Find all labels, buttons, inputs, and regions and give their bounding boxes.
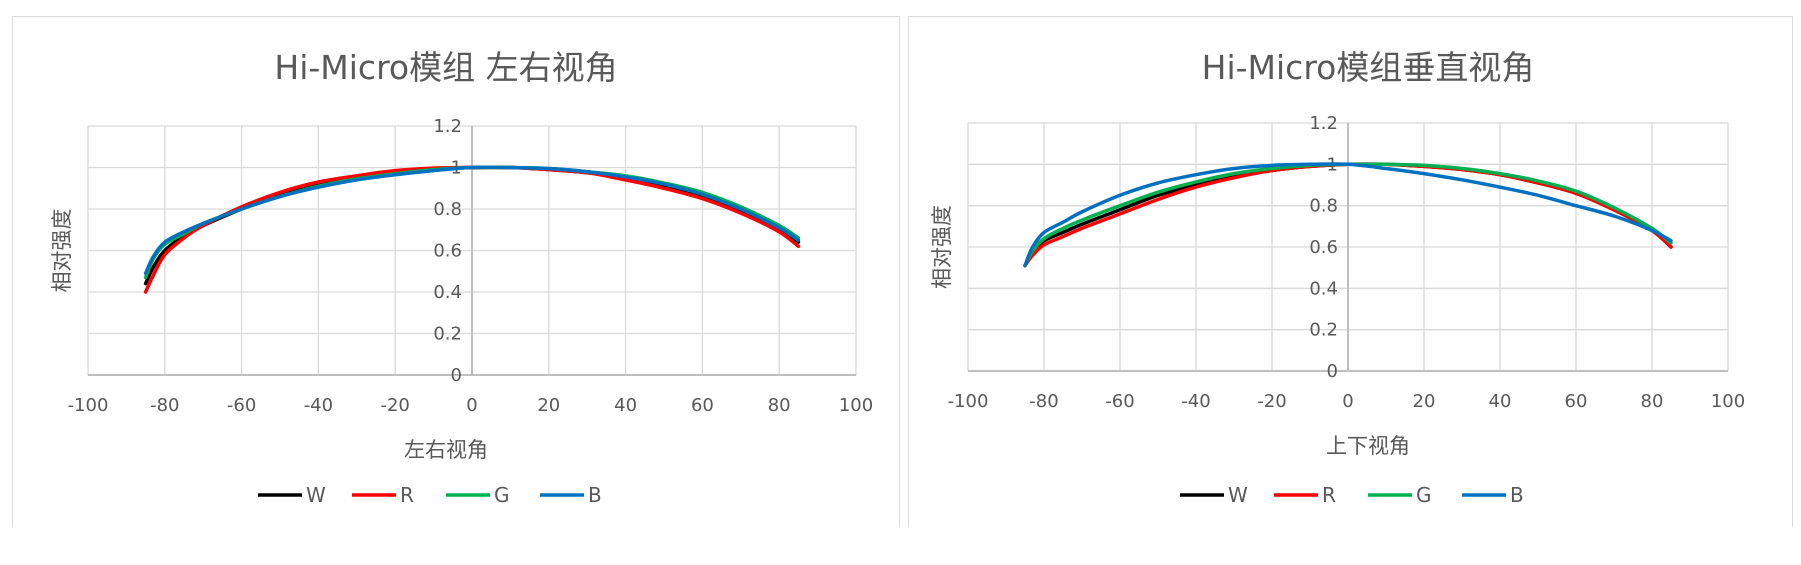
- x-tick-label: 20: [1413, 391, 1436, 412]
- y-tick-label: 0: [1327, 361, 1338, 382]
- x-tick-label: 100: [1711, 391, 1745, 412]
- chart-title: Hi-Micro模组 左右视角: [274, 48, 617, 87]
- legend-label-r: R: [1322, 483, 1336, 507]
- y-tick-label: 0: [451, 365, 462, 386]
- x-tick-label: -100: [68, 395, 109, 416]
- x-tick-label: 0: [466, 395, 477, 416]
- y-tick-label: 0.2: [433, 324, 462, 345]
- y-tick-label: 0.6: [433, 241, 462, 262]
- y-tick-label: 1.2: [1309, 113, 1338, 134]
- legend-label-g: G: [1416, 483, 1432, 507]
- legend-label-w: W: [1228, 483, 1248, 507]
- x-tick-label: 40: [1489, 391, 1512, 412]
- x-tick-label: -80: [1029, 391, 1058, 412]
- chart-title: Hi-Micro模组垂直视角: [1202, 48, 1535, 87]
- x-axis-title: 上下视角: [1326, 434, 1410, 458]
- x-tick-label: 80: [1641, 391, 1664, 412]
- y-tick-label: 0.2: [1309, 320, 1338, 341]
- x-tick-label: 80: [768, 395, 791, 416]
- x-tick-label: -40: [304, 395, 333, 416]
- y-axis-title: 相对强度: [930, 205, 954, 289]
- y-tick-label: 0.4: [433, 282, 462, 303]
- x-tick-label: -60: [1105, 391, 1134, 412]
- legend-label-w: W: [306, 483, 326, 507]
- x-tick-label: -20: [380, 395, 409, 416]
- x-tick-label: -40: [1181, 391, 1210, 412]
- x-tick-label: 100: [839, 395, 873, 416]
- y-axis-title: 相对强度: [50, 209, 74, 293]
- y-tick-label: 1.2: [433, 116, 462, 137]
- legend-label-b: B: [1510, 483, 1524, 507]
- x-tick-label: 20: [537, 395, 560, 416]
- chart-panel-left: Hi-Micro模组 左右视角 0 0.2 0.4 0.6 0.8 1 1.2 -100 -80-…: [12, 16, 900, 527]
- y-tick-label: 0.4: [1309, 278, 1338, 299]
- legend-label-r: R: [400, 483, 414, 507]
- chart-panel-right: Hi-Micro模组垂直视角 0 0.2 0.4 0.6 0.8 1 1.2 -100 -80 -6…: [908, 16, 1793, 527]
- legend-label-b: B: [588, 483, 602, 507]
- legend-label-g: G: [494, 483, 510, 507]
- x-tick-label: -100: [948, 391, 989, 412]
- series-line-b: [143, 165, 801, 276]
- x-tick-label: -80: [150, 395, 179, 416]
- x-axis-title: 左右视角: [404, 438, 488, 462]
- y-tick-label: 0.8: [1309, 196, 1338, 217]
- x-tick-label: 0: [1342, 391, 1353, 412]
- x-tick-label: 60: [1565, 391, 1588, 412]
- x-tick-label: 60: [691, 395, 714, 416]
- x-tick-label: -20: [1257, 391, 1286, 412]
- series-line-b: [1023, 162, 1673, 268]
- x-tick-label: 40: [614, 395, 637, 416]
- y-tick-label: 0.6: [1309, 237, 1338, 258]
- y-tick-label: 0.8: [433, 199, 462, 220]
- x-tick-label: -60: [227, 395, 256, 416]
